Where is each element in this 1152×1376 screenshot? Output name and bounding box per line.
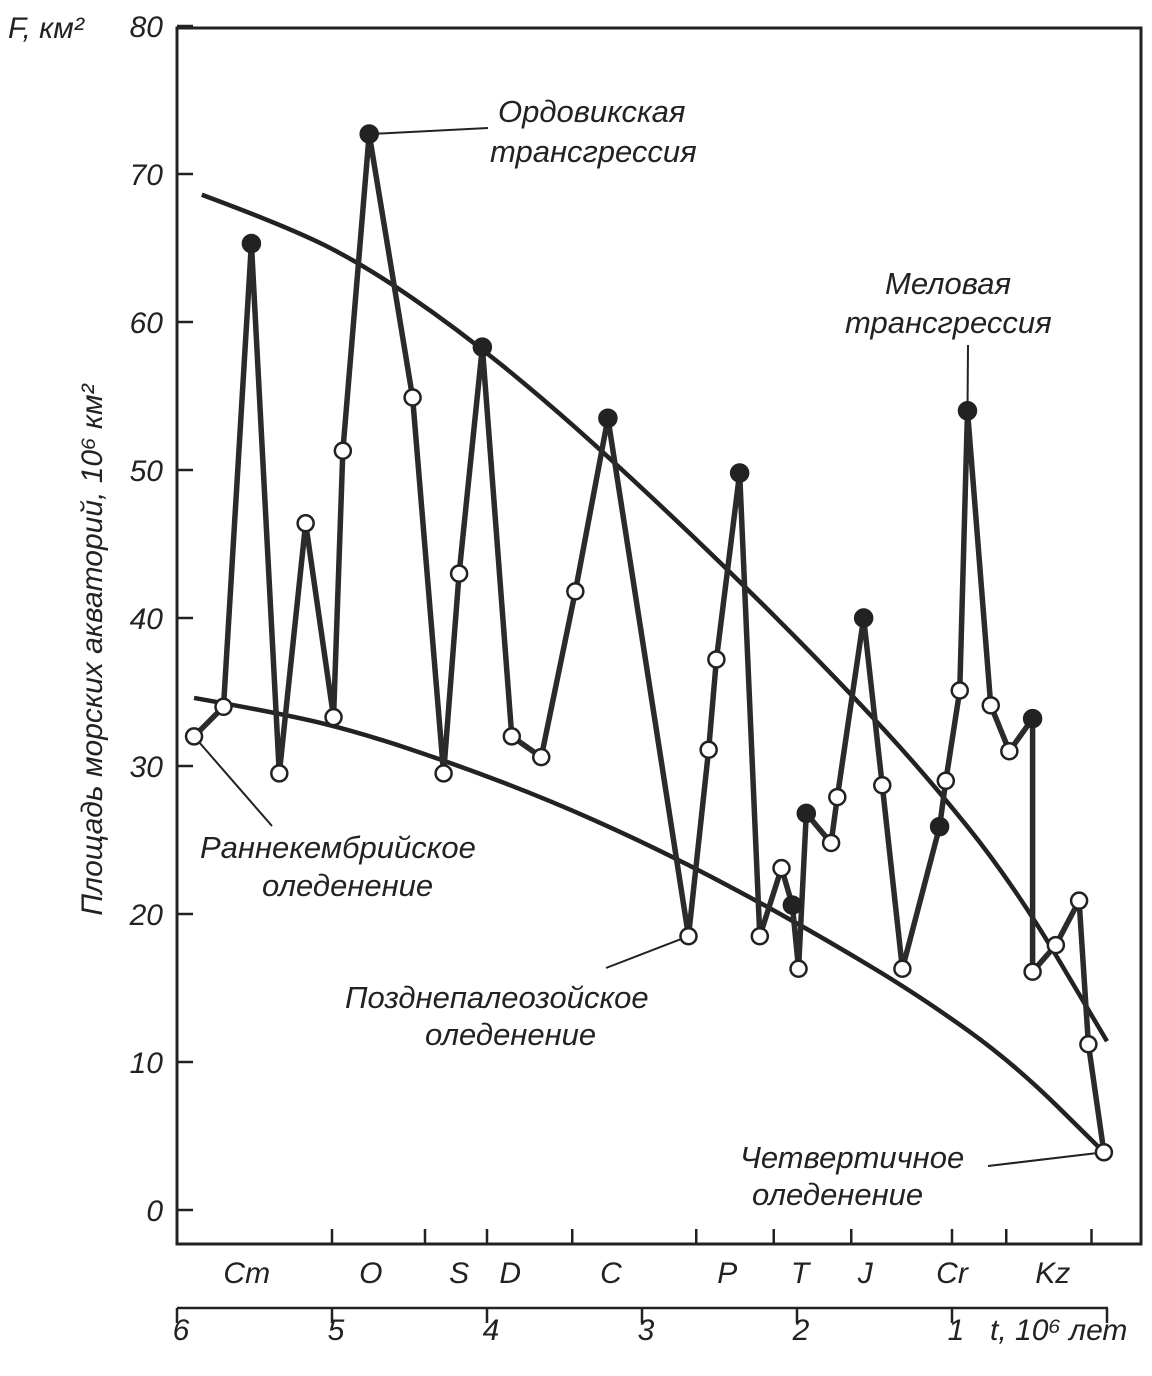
plot-frame (175, 26, 1143, 1246)
point-open-31 (936, 771, 956, 791)
point-filled-15 (598, 408, 618, 428)
x-tick-label-6: 6 (173, 1314, 190, 1347)
data-points (184, 124, 1114, 1162)
annotation-ordovician-line-1: Ордовикская (498, 94, 685, 129)
point-open-25 (821, 833, 841, 853)
point-filled-19 (729, 463, 750, 483)
period-label-J: J (857, 1257, 874, 1290)
period-label-T: T (791, 1257, 812, 1290)
point-open-26 (828, 787, 847, 807)
leader-late-paleozoic (605, 935, 689, 969)
x-tick-label-1: 1 (948, 1314, 965, 1347)
point-open-34 (981, 696, 1000, 715)
leader-early-cambrian (193, 735, 273, 827)
point-open-39 (1069, 891, 1089, 910)
point-open-40 (1079, 1034, 1098, 1054)
annotation-ordovician-line-2: трансгрессия (490, 134, 697, 169)
point-open-10 (449, 564, 469, 583)
y-tick-label-10: 10 (130, 1047, 164, 1080)
x-axis: 6 5 4 3 2 1 (173, 1306, 1109, 1347)
period-label-D: D (499, 1257, 521, 1290)
point-open-9 (434, 764, 453, 783)
annotation-early-cambrian-line-2: оледенение (262, 868, 433, 903)
point-filled-11 (472, 337, 493, 357)
leader-ordovician (369, 127, 489, 136)
point-open-20 (750, 926, 770, 946)
point-open-29 (893, 959, 912, 979)
envelope-lower (193, 695, 1106, 1154)
point-filled-24 (796, 803, 817, 824)
point-open-3 (270, 764, 289, 783)
point-open-21 (772, 858, 791, 878)
y-tick-label-0: 0 (146, 1195, 163, 1228)
annotation-leaders (193, 127, 1105, 1167)
annotation-late-paleozoic-line-2: оледенение (425, 1017, 596, 1052)
point-open-1 (214, 697, 233, 717)
x-tick-label-4: 4 (483, 1314, 500, 1347)
leader-cretaceous (966, 344, 969, 411)
annotation-cretaceous-line-2: трансгрессия (845, 305, 1052, 340)
annotation-late-paleozoic-line-1: Позднепалеозойское (345, 980, 649, 1015)
point-open-41 (1094, 1143, 1114, 1162)
period-label-S: S (449, 1257, 469, 1290)
point-open-17 (699, 740, 718, 759)
point-open-0 (184, 727, 204, 746)
point-open-23 (789, 959, 808, 979)
y-tick-label-60: 60 (130, 307, 164, 340)
leader-quaternary (987, 1151, 1105, 1167)
point-filled-27 (853, 608, 874, 628)
point-filled-30 (929, 816, 950, 837)
annotation-cretaceous-line-1: Меловая (885, 266, 1011, 301)
envelope-upper (201, 192, 1109, 1043)
x-unit-label: t, 10⁶ лет (990, 1314, 1127, 1347)
y-tick-label-80: 80 (130, 11, 164, 44)
point-open-28 (873, 775, 892, 795)
period-label-O: O (359, 1257, 382, 1290)
period-label-P: P (717, 1257, 737, 1290)
point-open-18 (707, 650, 726, 669)
annotation-quaternary-line-2: оледенение (752, 1177, 923, 1212)
point-open-13 (532, 747, 551, 767)
point-open-4 (296, 514, 315, 533)
period-label-C: C (600, 1257, 622, 1290)
point-filled-33 (957, 401, 978, 421)
point-open-8 (403, 388, 422, 407)
point-open-5 (324, 707, 343, 727)
point-open-16 (679, 926, 698, 946)
period-label-Cm: Cm (223, 1257, 270, 1290)
period-label-Cr: Cr (936, 1257, 969, 1290)
point-open-32 (950, 681, 969, 700)
y-corner-label: F, км² (8, 12, 85, 45)
point-open-12 (502, 727, 522, 746)
envelope-curves (193, 192, 1109, 1154)
annotation-early-cambrian-line-1: Раннекембрийское (200, 830, 476, 865)
y-tick-label-30: 30 (130, 751, 164, 784)
point-filled-36 (1022, 708, 1043, 729)
point-open-38 (1046, 935, 1066, 955)
period-axis: Cm O S D C P T J Cr Kz (223, 1229, 1093, 1290)
x-tick-label-2: 2 (792, 1314, 810, 1347)
point-filled-22 (782, 895, 803, 915)
point-open-35 (1000, 741, 1019, 761)
y-tick-label-40: 40 (130, 603, 164, 636)
y-tick-label-50: 50 (130, 455, 164, 488)
x-tick-label-5: 5 (328, 1314, 345, 1347)
point-open-37 (1023, 962, 1042, 981)
y-tick-label-20: 20 (129, 899, 164, 932)
point-filled-7 (359, 124, 379, 144)
y-axis: 0 10 20 30 40 50 60 70 80 (129, 11, 193, 1228)
period-label-Kz: Kz (1035, 1257, 1070, 1290)
x-tick-label-3: 3 (638, 1314, 655, 1347)
point-open-14 (566, 582, 585, 601)
point-open-6 (333, 441, 353, 461)
point-filled-2 (241, 233, 262, 254)
y-tick-label-70: 70 (130, 159, 164, 192)
y-axis-title: Площадь морских акваторий, 10⁶ км² (76, 383, 109, 915)
annotation-quaternary-line-1: Четвертичное (740, 1140, 964, 1175)
